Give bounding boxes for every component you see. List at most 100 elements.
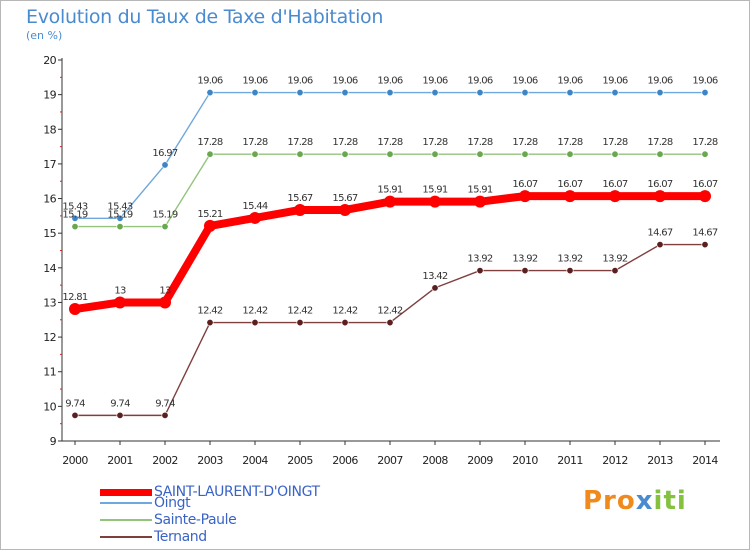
data-point-ternand bbox=[656, 241, 664, 249]
data-label-sainte-paule: 17.28 bbox=[197, 137, 222, 148]
data-label-oingt: 19.06 bbox=[647, 76, 672, 87]
legend-swatch-saint-laurent bbox=[100, 489, 152, 496]
data-point-sainte-paule bbox=[71, 223, 79, 231]
data-point-sainte-paule bbox=[701, 150, 709, 158]
legend-swatch-sainte-paule bbox=[100, 519, 152, 521]
data-point-sainte-paule bbox=[611, 150, 619, 158]
y-tick-label: 10 bbox=[43, 400, 56, 413]
y-tick-label: 19 bbox=[43, 89, 56, 102]
x-tick-label: 2014 bbox=[692, 454, 718, 467]
data-point-sainte-paule bbox=[161, 223, 169, 231]
x-tick-label: 2004 bbox=[242, 454, 268, 467]
x-tick-label: 2006 bbox=[332, 454, 358, 467]
data-label-sainte-paule: 17.28 bbox=[377, 137, 402, 148]
data-label-oingt: 19.06 bbox=[467, 76, 492, 87]
data-point-saint-laurent-d-oingt bbox=[384, 195, 396, 208]
data-label-sainte-paule: 17.28 bbox=[557, 137, 582, 148]
y-tick-label: 9 bbox=[50, 435, 57, 448]
data-point-sainte-paule bbox=[656, 150, 664, 158]
data-label-ternand: 12.42 bbox=[377, 306, 402, 317]
data-point-saint-laurent-d-oingt bbox=[249, 211, 261, 224]
x-tick-label: 2013 bbox=[647, 454, 673, 467]
data-label-sainte-paule: 15.19 bbox=[152, 210, 177, 221]
data-point-saint-laurent-d-oingt bbox=[564, 190, 576, 203]
data-point-oingt bbox=[71, 214, 79, 222]
data-point-ternand bbox=[71, 411, 79, 419]
data-point-oingt bbox=[251, 89, 259, 97]
x-tick-label: 2001 bbox=[107, 454, 133, 467]
data-label-oingt: 19.06 bbox=[557, 76, 582, 87]
data-label-ternand: 12.42 bbox=[242, 306, 267, 317]
data-point-sainte-paule bbox=[296, 150, 304, 158]
data-point-ternand bbox=[206, 319, 214, 327]
x-tick-label: 2009 bbox=[467, 454, 493, 467]
data-point-ternand bbox=[296, 319, 304, 327]
x-tick-label: 2012 bbox=[602, 454, 628, 467]
data-point-sainte-paule bbox=[116, 223, 124, 231]
data-point-oingt bbox=[206, 89, 214, 97]
y-tick-label: 14 bbox=[43, 262, 56, 275]
data-label-sainte-paule: 17.28 bbox=[602, 137, 627, 148]
data-point-sainte-paule bbox=[386, 150, 394, 158]
axes: 9 10 11 12 13 14 15 16 17 18 19 20 2000 2001 2002 2003 2… bbox=[43, 54, 720, 467]
data-point-saint-laurent-d-oingt bbox=[114, 296, 126, 309]
data-label-ternand: 9.74 bbox=[65, 398, 85, 409]
y-tick-label: 17 bbox=[43, 158, 56, 171]
data-point-oingt bbox=[341, 89, 349, 97]
data-point-saint-laurent-d-oingt bbox=[699, 190, 711, 203]
x-tick-label: 2000 bbox=[62, 454, 88, 467]
data-point-saint-laurent-d-oingt bbox=[609, 190, 621, 203]
data-point-oingt bbox=[161, 161, 169, 169]
data-label-sainte-paule: 17.28 bbox=[287, 137, 312, 148]
data-point-ternand bbox=[431, 284, 439, 292]
legend-label-saint-laurent: SAINT-LAURENT-D'OINGT bbox=[154, 484, 320, 500]
legend-swatch-oingt bbox=[100, 502, 152, 504]
data-point-saint-laurent-d-oingt bbox=[339, 203, 351, 216]
data-label-ternand: 12.42 bbox=[332, 306, 357, 317]
data-label-ternand: 14.67 bbox=[692, 228, 717, 239]
data-label-saint-laurent-d-oingt: 16.07 bbox=[647, 179, 672, 190]
x-tick-label: 2010 bbox=[512, 454, 538, 467]
data-label-ternand: 13.92 bbox=[602, 254, 627, 265]
x-tick-label: 2011 bbox=[557, 454, 583, 467]
data-point-sainte-paule bbox=[251, 150, 259, 158]
legend-label-oingt: Oingt bbox=[154, 495, 191, 511]
x-tick-label: 2003 bbox=[197, 454, 223, 467]
data-label-ternand: 13.42 bbox=[422, 271, 447, 282]
data-label-oingt: 19.06 bbox=[197, 76, 222, 87]
data-point-sainte-paule bbox=[521, 150, 529, 158]
data-point-saint-laurent-d-oingt bbox=[429, 195, 441, 208]
data-label-oingt: 15.43 bbox=[107, 201, 132, 212]
data-label-saint-laurent-d-oingt: 12.81 bbox=[62, 292, 87, 303]
data-point-sainte-paule bbox=[206, 150, 214, 158]
data-label-ternand: 14.67 bbox=[647, 228, 672, 239]
data-label-sainte-paule: 17.28 bbox=[647, 137, 672, 148]
data-point-saint-laurent-d-oingt bbox=[474, 195, 486, 208]
data-label-sainte-paule: 15.19 bbox=[107, 210, 132, 221]
data-label-oingt: 19.06 bbox=[332, 76, 357, 87]
series-line-ternand bbox=[74, 243, 706, 417]
data-point-ternand bbox=[341, 319, 349, 327]
y-tick-label: 12 bbox=[43, 331, 56, 344]
data-point-ternand bbox=[116, 411, 124, 419]
data-point-oingt bbox=[431, 89, 439, 97]
x-tick-label: 2005 bbox=[287, 454, 313, 467]
data-label-sainte-paule: 17.28 bbox=[467, 137, 492, 148]
data-point-oingt bbox=[521, 89, 529, 97]
data-point-saint-laurent-d-oingt bbox=[69, 303, 81, 316]
series-layer bbox=[69, 89, 711, 419]
x-tick-label: 2007 bbox=[377, 454, 403, 467]
data-point-ternand bbox=[161, 411, 169, 419]
y-tick-label: 11 bbox=[43, 366, 56, 379]
data-point-oingt bbox=[296, 89, 304, 97]
data-label-sainte-paule: 15.19 bbox=[62, 210, 87, 221]
data-point-ternand bbox=[566, 267, 574, 275]
legend-label-sainte-paule: Sainte-Paule bbox=[154, 512, 237, 528]
data-label-saint-laurent-d-oingt: 16.07 bbox=[512, 179, 537, 190]
data-point-sainte-paule bbox=[431, 150, 439, 158]
data-label-oingt: 19.06 bbox=[692, 76, 717, 87]
chart-subtitle: (en %) bbox=[26, 29, 63, 42]
data-label-sainte-paule: 17.28 bbox=[512, 137, 537, 148]
data-point-ternand bbox=[386, 319, 394, 327]
